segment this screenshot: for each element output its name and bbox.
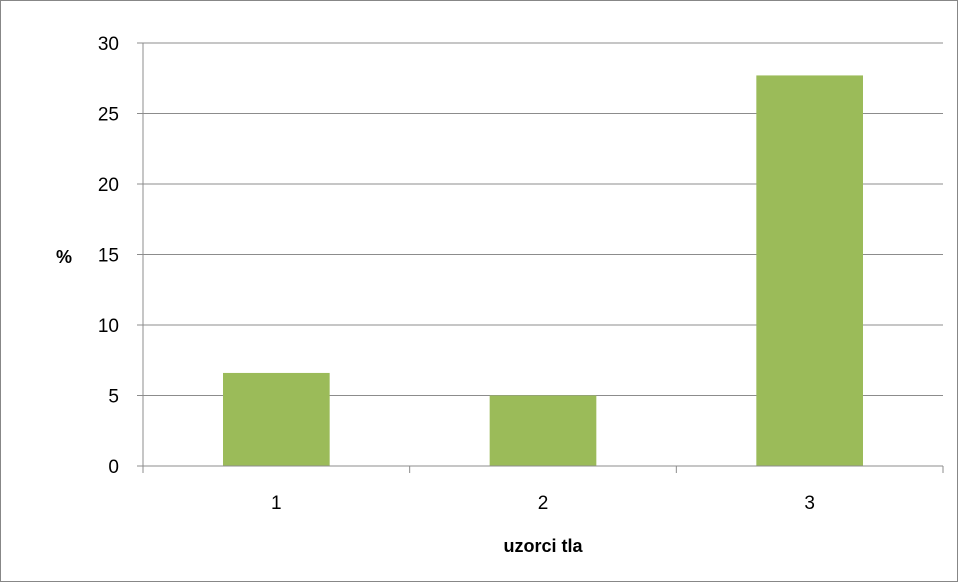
y-tick-label: 25: [98, 105, 119, 126]
y-tick-label: 15: [98, 246, 119, 267]
bar-3: [756, 75, 863, 467]
x-tick-label: 3: [804, 493, 815, 514]
x-axis-title: uzorci tla: [503, 536, 583, 556]
axes: [137, 42, 944, 473]
bar-2: [489, 395, 597, 466]
bar-1: [223, 372, 330, 466]
x-tick-labels: 1 2 3: [271, 493, 815, 514]
x-tick-label: 2: [538, 493, 549, 514]
y-tick-labels: 0 5 10 15 20 25 30: [98, 34, 119, 478]
y-axis-title: %: [56, 247, 72, 267]
y-tick-label: 0: [108, 457, 119, 478]
bars: [223, 75, 863, 467]
x-tick-label: 1: [271, 493, 282, 514]
y-tick-label: 5: [108, 387, 119, 408]
y-tick-label: 10: [98, 316, 119, 337]
y-tick-label: 30: [98, 34, 119, 55]
y-tick-label: 20: [98, 175, 119, 196]
